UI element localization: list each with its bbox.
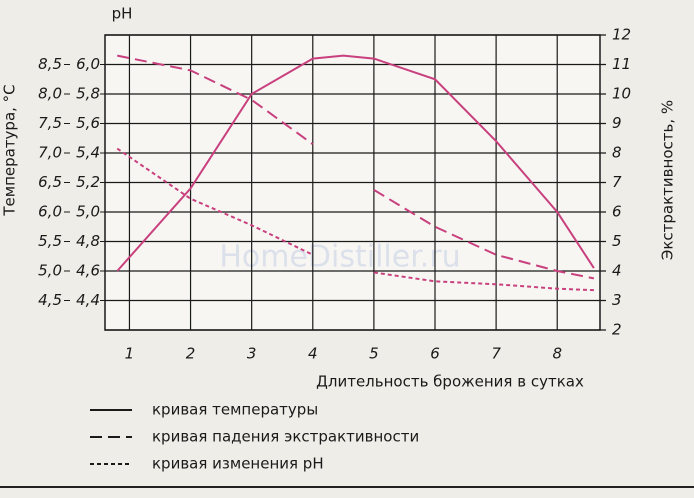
x-tick-label: 4 xyxy=(308,345,318,363)
ph-tick-label: 6,0 xyxy=(76,55,100,73)
x-tick-label: 2 xyxy=(186,345,196,363)
y2-tick-label: 12 xyxy=(612,26,631,44)
x-tick-label: 5 xyxy=(369,345,379,363)
y-tick-label: 8,0 xyxy=(38,85,62,103)
y-tick-label: 8,5 xyxy=(38,55,62,73)
y2-tick-label: 11 xyxy=(612,55,631,73)
ph-tick-label: 5,6 xyxy=(76,114,100,132)
ph-axis-title: pH xyxy=(112,5,133,23)
legend-label: кривая температуры xyxy=(152,401,318,419)
y-axis-title: Температура, °С xyxy=(1,84,19,216)
y2-axis-title: Экстрактивность, % xyxy=(659,100,677,260)
x-tick-label: 8 xyxy=(552,345,562,363)
y-tick-label: 7,5 xyxy=(38,114,62,132)
series-line xyxy=(116,54,595,272)
y-tick-label: 6,0 xyxy=(38,203,62,221)
y2-tick-label: 2 xyxy=(612,321,622,339)
y-tick-label: 5,0 xyxy=(38,262,62,280)
y2-tick-label: 10 xyxy=(612,85,631,103)
y2-tick-label: 6 xyxy=(612,203,622,221)
y2-tick-label: 3 xyxy=(612,291,622,309)
y-tick-label: 4,5 xyxy=(38,291,62,309)
ph-tick-label: 5,8 xyxy=(76,85,100,103)
y2-tick-label: 8 xyxy=(612,144,622,162)
watermark: HomeDistiller.ru xyxy=(219,240,460,275)
ph-tick-label: 5,4 xyxy=(76,144,100,162)
y2-tick-label: 4 xyxy=(612,262,622,280)
x-axis-title: Длительность брожения в сутках xyxy=(316,373,584,391)
y-tick-label: 7,0 xyxy=(38,144,62,162)
y2-tick-label: 5 xyxy=(612,232,622,250)
legend-label: кривая изменения pH xyxy=(152,455,324,473)
y-tick-label: 5,5 xyxy=(38,232,62,250)
x-tick-label: 1 xyxy=(125,345,135,363)
y2-tick-label: 9 xyxy=(612,114,622,132)
ph-tick-label: 4,4 xyxy=(76,291,100,309)
x-tick-label: 3 xyxy=(247,345,257,363)
ph-tick-label: 5,2 xyxy=(76,173,100,191)
ph-tick-label: 4,8 xyxy=(76,232,100,250)
legend-label: кривая падения экстрактивности xyxy=(152,428,419,446)
y-tick-label: 6,5 xyxy=(38,173,62,191)
series-line xyxy=(116,147,594,292)
series-line xyxy=(117,54,595,280)
ph-tick-label: 5,0 xyxy=(76,203,100,221)
x-tick-label: 6 xyxy=(430,345,440,363)
x-tick-label: 7 xyxy=(491,345,501,363)
ph-tick-label: 4,6 xyxy=(76,262,100,280)
y2-tick-label: 7 xyxy=(612,173,622,191)
